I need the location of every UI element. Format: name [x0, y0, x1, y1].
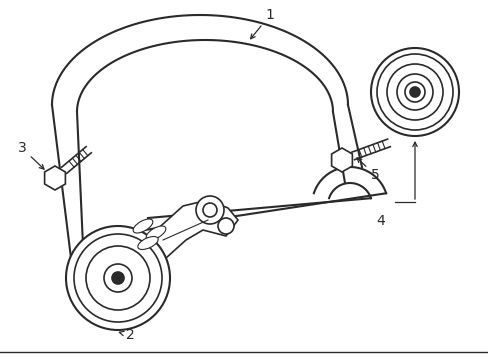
- Polygon shape: [136, 200, 238, 263]
- Ellipse shape: [133, 219, 153, 233]
- Circle shape: [203, 203, 217, 217]
- Ellipse shape: [146, 226, 165, 240]
- Text: 2: 2: [119, 328, 134, 342]
- Text: 4: 4: [375, 214, 384, 228]
- Ellipse shape: [138, 237, 158, 249]
- Circle shape: [370, 48, 458, 136]
- Circle shape: [74, 234, 162, 322]
- Circle shape: [112, 272, 124, 284]
- Text: 5: 5: [356, 158, 379, 182]
- Text: 1: 1: [250, 8, 274, 39]
- Circle shape: [196, 196, 224, 224]
- Polygon shape: [331, 148, 352, 172]
- Circle shape: [376, 54, 452, 130]
- Circle shape: [404, 82, 424, 102]
- Circle shape: [86, 246, 150, 310]
- Polygon shape: [44, 166, 65, 190]
- Circle shape: [396, 74, 432, 110]
- Circle shape: [386, 64, 442, 120]
- Circle shape: [218, 218, 234, 234]
- Circle shape: [104, 264, 132, 292]
- Text: 3: 3: [18, 141, 44, 169]
- Circle shape: [409, 87, 419, 97]
- Circle shape: [66, 226, 170, 330]
